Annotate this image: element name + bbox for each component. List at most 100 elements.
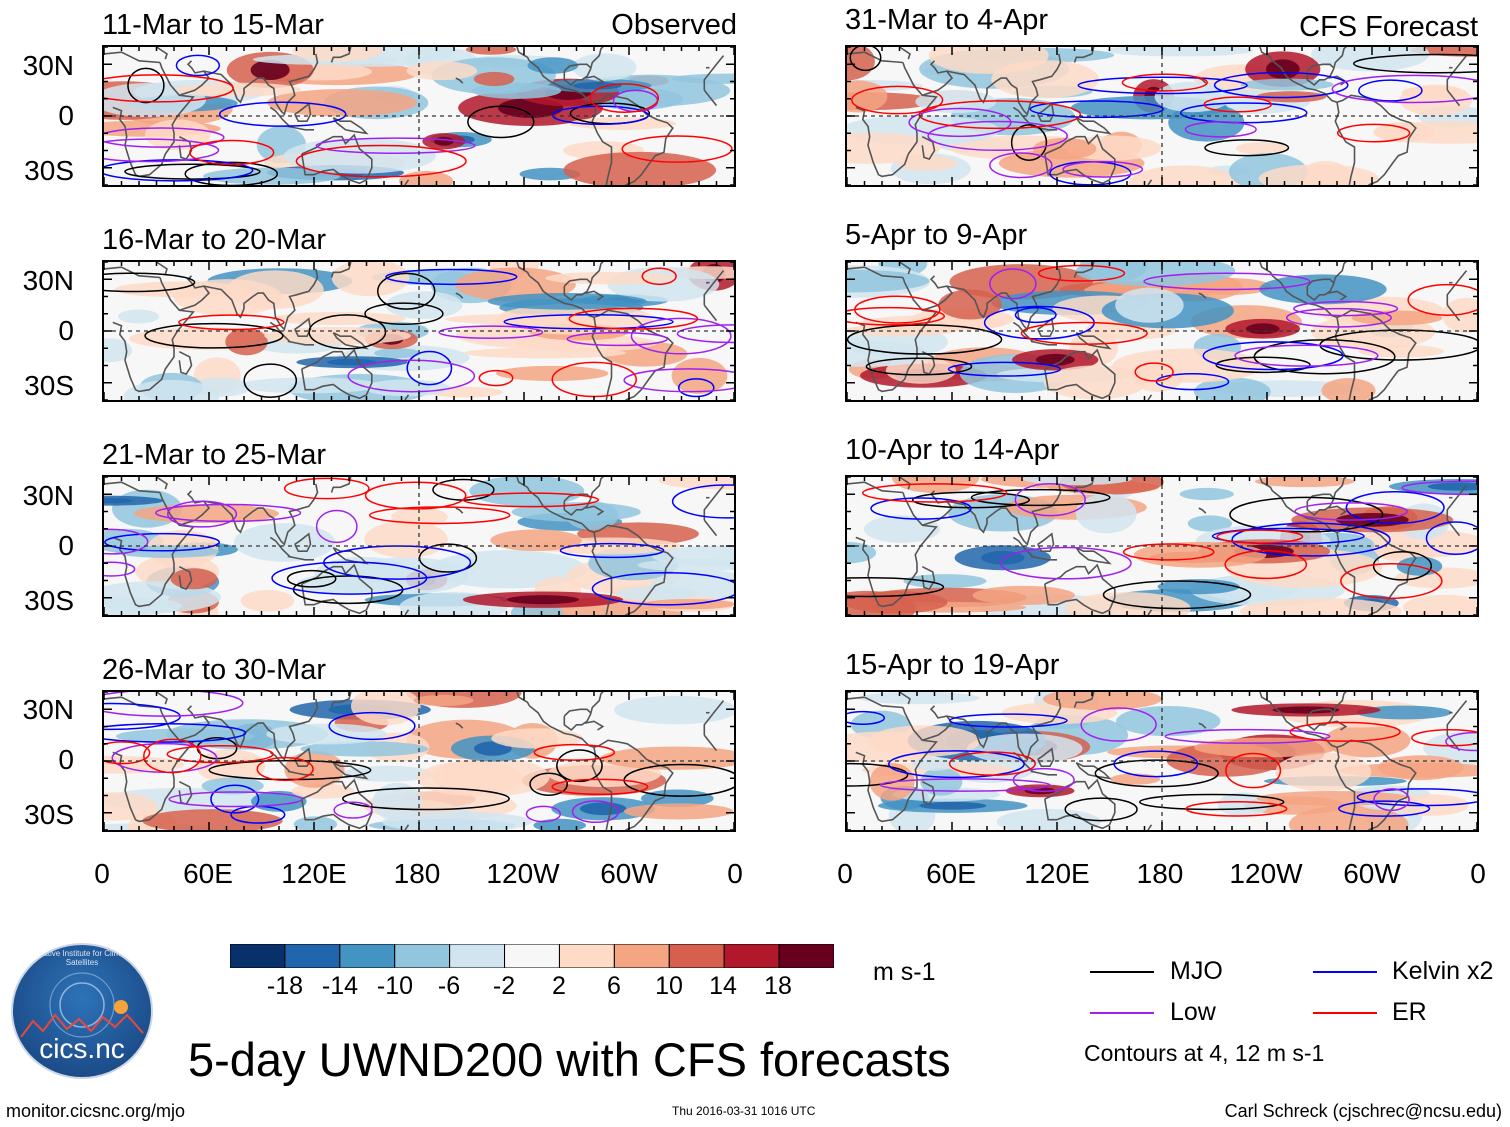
contour-er [1020, 321, 1148, 345]
page-title: 5-day UWND200 with CFS forecasts [188, 1033, 951, 1086]
coastline [563, 63, 592, 72]
anomaly-shade [296, 573, 392, 594]
lon-label: 60E [183, 858, 233, 889]
contour-kelvinx [1077, 76, 1248, 95]
footer-url: monitor.cicsnc.org/mjo [6, 1101, 186, 1121]
anomaly-shade [623, 803, 734, 820]
contour-mjo [243, 363, 298, 398]
anomaly-shade [891, 477, 980, 494]
anomaly-shade [1133, 541, 1267, 568]
contour-mjo [308, 314, 387, 350]
panel-title-3: 21-Mar to 25-Mar [102, 439, 327, 471]
contour-er [1336, 123, 1411, 143]
coastline [203, 698, 319, 761]
contour-mjo [1215, 356, 1311, 374]
anomaly-shade [1259, 274, 1387, 305]
coastline [269, 321, 291, 342]
anomaly-shade [1115, 287, 1184, 323]
coastline [455, 77, 464, 84]
coastline [179, 60, 211, 97]
contour-mjo [127, 67, 165, 104]
coastline [585, 75, 605, 86]
legend-swatch-low [1090, 1012, 1154, 1014]
contour-low [525, 805, 562, 823]
anomaly-core [1272, 706, 1340, 714]
anomaly-shade [1235, 142, 1288, 155]
coastline [593, 524, 674, 615]
coastline [330, 262, 352, 278]
anomaly-shade [1128, 165, 1241, 185]
anomaly-shade [266, 723, 387, 745]
coastline [404, 824, 410, 830]
lon-label: 120E [1024, 858, 1090, 889]
coastline [1075, 761, 1112, 780]
colorbar-swatch [723, 944, 780, 968]
map-panel-4 [102, 690, 736, 832]
contour-mjo [124, 163, 261, 180]
colorbar-swatch [613, 944, 670, 968]
anomaly-shade [372, 782, 422, 822]
lat-label: 0 [58, 315, 74, 346]
lon-label: 0 [1470, 858, 1486, 889]
coastline [404, 179, 410, 185]
coastline [1147, 609, 1153, 615]
coastline [516, 477, 531, 492]
coastline [1306, 262, 1347, 302]
contour-low [623, 368, 734, 393]
contour-kelvinx [1211, 527, 1365, 545]
legend-label-er: ER [1392, 998, 1427, 1026]
contour-er [368, 506, 511, 525]
lon-label: 120W [486, 858, 560, 889]
coastline [922, 275, 954, 312]
contour-kelvinx [406, 350, 453, 386]
colorbar-swatch [230, 944, 286, 968]
contour-low [1294, 502, 1408, 521]
coastline [847, 481, 1468, 521]
coastline [287, 555, 314, 561]
panel-title-4: 26-Mar to 30-Mar [102, 654, 327, 686]
coastline [1147, 394, 1153, 400]
anomaly-shade [264, 326, 412, 345]
colorbar-tick: 14 [709, 972, 737, 1000]
anomaly-core [579, 802, 627, 816]
coastline [301, 348, 373, 400]
coastline [1328, 290, 1348, 301]
map-svg-3 [104, 477, 734, 615]
coastline [1147, 179, 1153, 185]
lon-label: 180 [1136, 858, 1184, 889]
lon-label: 120W [1229, 858, 1303, 889]
contour-er [533, 743, 616, 761]
contour-low [104, 692, 244, 717]
coastline [330, 477, 352, 493]
contour-low [571, 800, 620, 824]
contour-mjo [1372, 551, 1432, 581]
panel-title-6: 5-Apr to 9-Apr [845, 219, 1028, 251]
contour-mjo [1352, 53, 1477, 74]
anomaly-shade [225, 328, 268, 356]
lat-label: 30S [24, 799, 74, 830]
legend-swatch-mjo [1090, 971, 1154, 973]
coastline [1336, 94, 1417, 185]
coastline [287, 125, 314, 131]
anomaly-shade [1258, 164, 1379, 185]
contour-er [1216, 529, 1304, 544]
anomaly-shade [490, 529, 582, 552]
logo-arc-text: Cooperative Institute for Climate and Sa… [17, 949, 147, 967]
coastline [1037, 102, 1055, 122]
anomaly-shade [117, 309, 160, 324]
coastline [1073, 262, 1095, 278]
coastline [1075, 331, 1112, 350]
anomaly-shade [238, 377, 380, 394]
lat-label: 0 [58, 744, 74, 775]
coastline [516, 692, 531, 707]
anomaly-shade [847, 324, 957, 337]
coastline [1306, 278, 1335, 287]
contour-mjo [849, 47, 882, 72]
anomaly-shade [1132, 363, 1183, 392]
anomaly-shade [465, 47, 517, 55]
coastline [330, 47, 352, 63]
lon-label: 0 [94, 858, 110, 889]
contour-er [1134, 362, 1174, 382]
lat-label: 30N [22, 480, 74, 511]
coastline [585, 290, 605, 301]
